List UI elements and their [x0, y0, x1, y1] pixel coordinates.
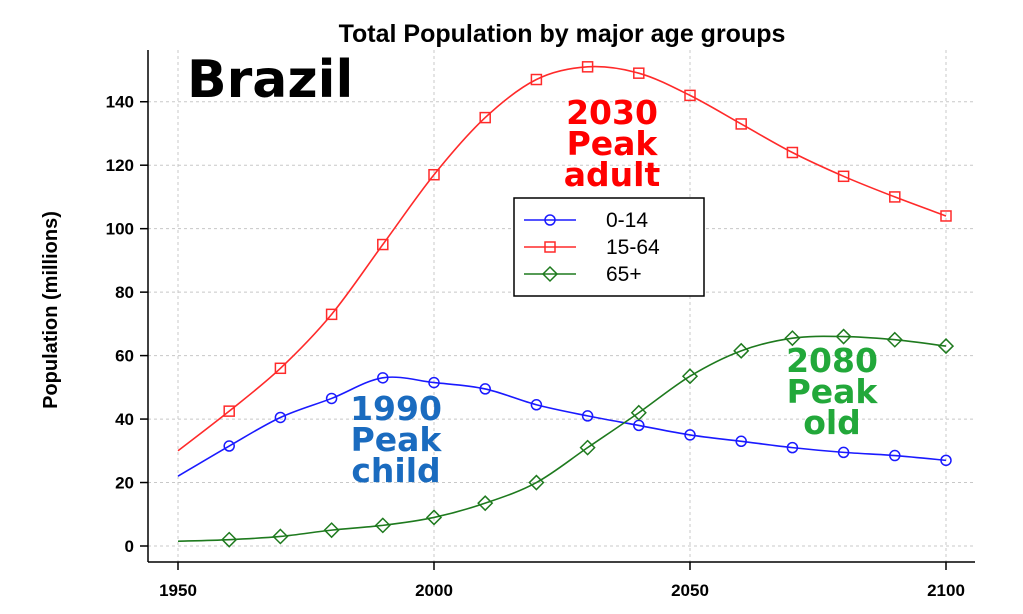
data-point-15-64-1970 — [274, 362, 287, 375]
annotation-1-line-2: child — [351, 451, 440, 490]
series-line-15-64 — [177, 65, 947, 452]
y-tick-label-1: 20 — [115, 474, 134, 493]
data-point-15-64-2020 — [530, 73, 543, 86]
legend-label-15-64: 15-64 — [606, 236, 660, 259]
data-point-15-64-2100 — [940, 210, 952, 222]
y-tick-label-5: 100 — [106, 220, 134, 239]
legend-marker-0-14 — [544, 214, 556, 226]
data-point-0-14-2060 — [735, 435, 747, 448]
data-point-0-14-2080 — [837, 446, 850, 459]
data-point-0-14-2070 — [786, 441, 799, 454]
legend-label-0-14: 0-14 — [606, 209, 648, 232]
x-tick-label-2: 2050 — [671, 581, 709, 600]
data-point-15-64-2050 — [684, 89, 696, 102]
data-point-65+-2000 — [425, 509, 443, 526]
data-point-15-64-2030 — [581, 61, 594, 73]
data-point-65+-2040 — [630, 404, 647, 421]
data-point-0-14-1970 — [274, 411, 287, 424]
x-tick-label-0: 1950 — [159, 581, 197, 600]
y-tick-label-4: 80 — [115, 283, 134, 302]
data-point-15-64-2010 — [479, 111, 491, 124]
axes: 0 20 40 60 80 100 120 140 1950 2000 2050 2100 — [106, 50, 975, 600]
annotation-1-line-0: 1990 — [350, 389, 442, 428]
data-point-65+-1980 — [323, 522, 340, 539]
x-tick-label-1: 2000 — [415, 581, 453, 600]
data-point-65+-2090 — [886, 331, 903, 348]
data-point-15-64-1980 — [325, 308, 338, 321]
annotation-1-line-1: Peak — [351, 420, 443, 459]
annotation-0-line-0: 2030 — [566, 93, 658, 132]
annotation-0-line-1: Peak — [567, 124, 659, 163]
series-65+ — [177, 328, 955, 548]
data-point-0-14-1980 — [325, 392, 338, 405]
data-point-65+-2010 — [477, 495, 494, 512]
annotation-2-line-0: 2080 — [786, 341, 878, 380]
data-point-65+-2070 — [784, 330, 801, 347]
data-point-65+-2100 — [937, 338, 955, 355]
data-point-15-64-2040 — [633, 67, 645, 79]
x-tick-label-3: 2100 — [927, 581, 965, 600]
data-point-15-64-2070 — [786, 146, 799, 159]
grid-lines — [148, 50, 975, 562]
data-point-0-14-2050 — [684, 429, 696, 441]
legend: 0-14 15-64 65+ — [513, 197, 705, 297]
legend-marker-15-64 — [544, 241, 556, 253]
series-layer — [177, 61, 955, 548]
y-tick-label-6: 120 — [106, 156, 134, 175]
data-point-15-64-1960 — [223, 405, 235, 417]
data-point-65+-2060 — [733, 342, 750, 359]
data-point-15-64-2060 — [735, 118, 747, 130]
data-point-0-14-2010 — [479, 383, 491, 395]
country-label: Brazil — [187, 50, 353, 110]
data-point-65+-2050 — [681, 368, 699, 385]
annotation-0-line-2: adult — [564, 155, 661, 194]
series-15-64 — [177, 61, 952, 452]
data-point-0-14-2000 — [428, 376, 440, 389]
data-point-65+-1990 — [374, 517, 391, 534]
data-point-0-14-2030 — [581, 410, 594, 422]
y-tick-label-2: 40 — [115, 410, 134, 429]
data-point-0-14-2020 — [530, 399, 543, 411]
y-tick-label-0: 0 — [125, 537, 134, 556]
data-point-15-64-1990 — [377, 238, 389, 251]
y-tick-label-7: 140 — [106, 93, 134, 112]
y-tick-label-3: 60 — [115, 347, 134, 366]
series-0-14 — [177, 372, 952, 477]
legend-marker-65+ — [541, 265, 559, 283]
series-line-65+ — [177, 335, 947, 543]
data-point-65+-1970 — [272, 528, 289, 545]
data-point-0-14-1960 — [223, 440, 235, 452]
annotation-2-line-2: old — [803, 403, 861, 442]
data-point-15-64-2000 — [428, 168, 440, 181]
data-point-0-14-2100 — [940, 454, 952, 467]
data-point-0-14-1990 — [377, 372, 389, 384]
data-point-65+-2020 — [528, 474, 545, 491]
data-point-15-64-2090 — [889, 191, 901, 203]
series-line-0-14 — [177, 376, 947, 477]
data-point-65+-1960 — [221, 531, 238, 548]
data-point-15-64-2080 — [837, 170, 850, 183]
data-point-65+-2030 — [579, 439, 596, 456]
y-axis-label: Population (millions) — [40, 211, 62, 409]
chart-title: Total Population by major age groups — [339, 20, 786, 48]
data-point-65+-2080 — [835, 328, 852, 345]
legend-label-65+: 65+ — [606, 263, 642, 286]
annotation-2-line-1: Peak — [787, 372, 879, 411]
data-point-0-14-2090 — [889, 449, 901, 462]
